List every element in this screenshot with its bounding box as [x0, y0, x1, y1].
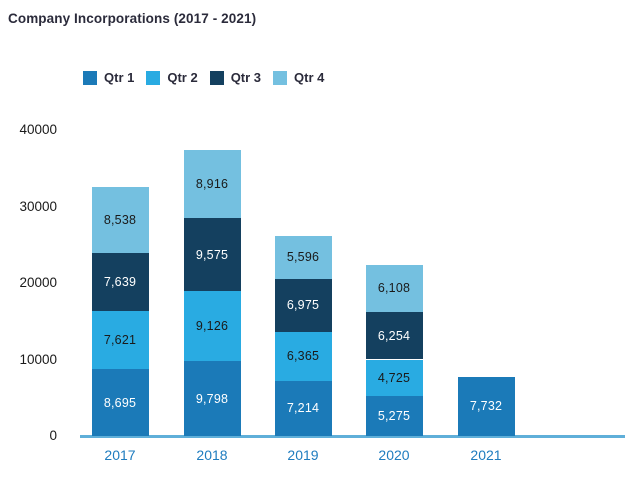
bar-value-label: 4,725: [377, 370, 411, 385]
bar-segment-2017-qtr4: 8,538: [91, 187, 149, 253]
bar-segment-2017-qtr3: 7,639: [91, 252, 149, 312]
bar-segment-2019-qtr3: 6,975: [274, 278, 332, 333]
bar-value-label: 8,538: [103, 213, 137, 228]
y-tick-0: 0: [49, 428, 57, 443]
bar-segment-2018-qtr3: 9,575: [183, 217, 241, 292]
legend-label: Qtr 4: [294, 70, 325, 85]
bar-value-label: 7,214: [286, 401, 320, 416]
bar-value-label: 5,275: [377, 408, 411, 423]
bar-segment-2020-qtr3: 6,254: [365, 311, 423, 360]
bar-segment-2020-qtr1: 5,275: [365, 395, 423, 436]
legend-swatch: [273, 70, 288, 85]
x-tick-2017: 2017: [104, 447, 136, 463]
y-tick-40000: 40000: [19, 122, 57, 137]
bar-value-label: 9,575: [195, 247, 229, 262]
legend-swatch: [146, 70, 161, 85]
y-tick-10000: 10000: [19, 351, 57, 367]
bar-value-label: 5,596: [286, 250, 320, 265]
x-tick-2018: 2018: [196, 447, 228, 463]
bar-segment-2019-qtr2: 6,365: [274, 332, 332, 381]
bar-value-label: 8,916: [195, 176, 229, 191]
x-tick-2019: 2019: [287, 447, 319, 463]
bar-segment-2017-qtr2: 7,621: [91, 311, 149, 370]
chart-title: Company Incorporations (2017 - 2021): [8, 11, 257, 26]
bar-value-label: 9,126: [195, 319, 229, 334]
legend-item-qtr1: Qtr 1: [83, 70, 134, 85]
bar-value-label: 7,639: [103, 274, 137, 289]
bar-segment-2019-qtr1: 7,214: [274, 380, 332, 436]
x-tick-2020: 2020: [378, 447, 410, 463]
bar-segment-2018-qtr4: 8,916: [183, 149, 241, 218]
y-tick-20000: 20000: [19, 275, 57, 290]
bar-value-label: 6,975: [286, 298, 320, 313]
bar-segment-2019-qtr4: 5,596: [274, 235, 332, 279]
x-axis-line: [80, 435, 625, 438]
bar-value-label: 6,254: [377, 328, 411, 343]
y-tick-30000: 30000: [19, 198, 57, 214]
bar-segment-2018-qtr1: 9,798: [183, 361, 241, 436]
legend-item-qtr3: Qtr 3: [209, 70, 262, 85]
bar-value-label: 6,365: [286, 349, 320, 364]
bar-value-label: 7,621: [103, 333, 137, 348]
bar-segment-2020-qtr4: 6,108: [365, 264, 423, 312]
legend-label: Qtr 1: [104, 70, 135, 85]
x-tick-2021: 2021: [470, 447, 502, 463]
legend: Qtr 1 Qtr 2 Qtr 3 Qtr 4: [83, 70, 324, 85]
bar-value-label: 6,108: [377, 281, 411, 296]
legend-label: Qtr 3: [230, 70, 262, 85]
bar-segment-2018-qtr2: 9,126: [183, 291, 241, 362]
bar-value-label: 7,732: [469, 399, 503, 414]
legend-item-qtr2: Qtr 2: [146, 70, 198, 85]
legend-item-qtr4: Qtr 4: [273, 70, 324, 85]
bar-value-label: 8,695: [103, 395, 137, 410]
legend-label: Qtr 2: [167, 70, 198, 85]
bar-segment-2021-qtr1: 7,732: [457, 376, 515, 436]
bar-segment-2020-qtr2: 4,725: [365, 359, 423, 396]
bar-value-label: 9,798: [195, 391, 229, 406]
legend-swatch: [83, 70, 97, 85]
bar-segment-2017-qtr1: 8,695: [91, 369, 149, 436]
legend-swatch: [209, 70, 224, 85]
